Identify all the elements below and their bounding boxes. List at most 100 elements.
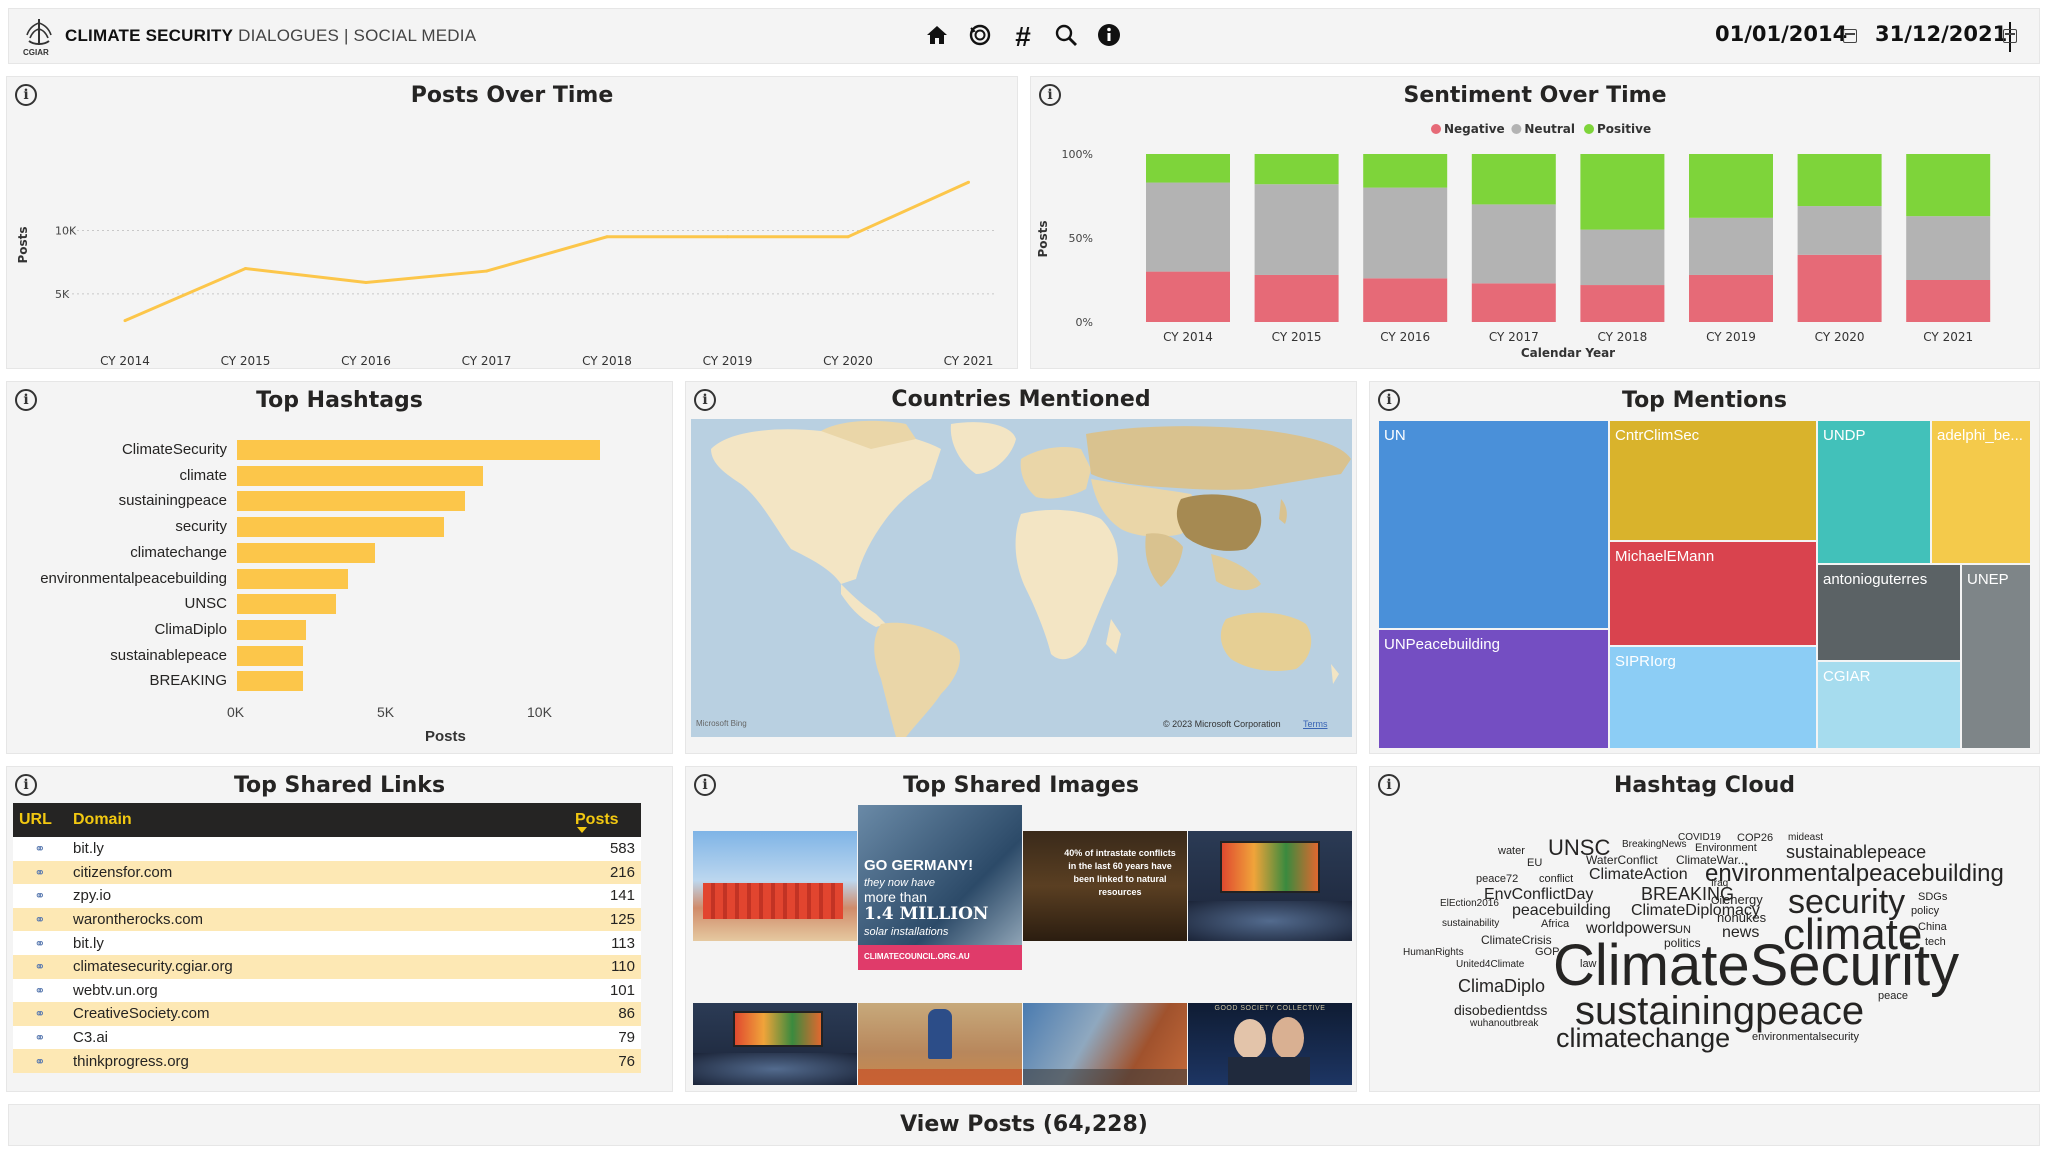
cloud-word[interactable]: UN xyxy=(1675,924,1691,936)
hashtag-bar[interactable] xyxy=(237,517,444,538)
url-cell[interactable]: ⚭ xyxy=(13,837,67,861)
treemap-cell-adelphi[interactable]: adelphi_be... xyxy=(1932,421,2030,563)
treemap-cell-sipriorg[interactable]: SIPRIorg xyxy=(1610,647,1816,748)
search-icon[interactable] xyxy=(1052,23,1080,51)
cloud-word[interactable]: Africa xyxy=(1541,918,1570,930)
hashtag-bar[interactable] xyxy=(237,645,303,666)
shared-image-team-photo[interactable] xyxy=(693,831,857,941)
cloud-word[interactable]: peace xyxy=(1878,990,1908,1002)
link-icon[interactable]: ⚭ xyxy=(34,1053,46,1069)
cloud-word[interactable]: UNSC xyxy=(1548,835,1611,860)
cloud-word[interactable]: WaterConflict xyxy=(1586,853,1658,867)
end-calendar-icon[interactable] xyxy=(2003,29,2017,43)
cloud-word[interactable]: peacebuilding xyxy=(1512,902,1611,919)
link-icon[interactable]: ⚭ xyxy=(34,841,46,857)
hashtag-bar[interactable] xyxy=(237,491,465,512)
world-map[interactable]: Microsoft Bing © 2023 Microsoft Corporat… xyxy=(691,419,1352,737)
home-icon[interactable] xyxy=(923,23,951,51)
cloud-word[interactable]: GOP xyxy=(1535,946,1560,958)
cloud-word[interactable]: China xyxy=(1918,921,1947,933)
cloud-word[interactable]: security xyxy=(1788,883,1906,921)
link-icon[interactable]: ⚭ xyxy=(34,1030,46,1046)
info-icon[interactable]: i xyxy=(15,774,37,796)
hashtag-icon[interactable]: # xyxy=(1015,21,1031,52)
info-icon[interactable] xyxy=(1095,23,1123,51)
end-date-input[interactable]: 31/12/2021 xyxy=(1875,22,2012,52)
cloud-word[interactable]: BREAKING xyxy=(1641,884,1735,904)
cloud-word[interactable]: ElEction2016 xyxy=(1440,898,1499,909)
url-cell[interactable]: ⚭ xyxy=(13,907,67,932)
cloud-word[interactable]: COVID19 xyxy=(1678,832,1721,843)
column-header-domain[interactable]: Domain xyxy=(67,803,569,837)
info-icon[interactable]: i xyxy=(15,84,37,106)
cloud-word[interactable]: sustainablepeace xyxy=(1786,842,1927,862)
treemap-cell-undp[interactable]: UNDP xyxy=(1818,421,1930,563)
info-icon[interactable]: i xyxy=(694,389,716,411)
info-icon[interactable]: i xyxy=(15,389,37,411)
hashtag-bar[interactable] xyxy=(237,568,348,589)
info-icon[interactable]: i xyxy=(694,774,716,796)
treemap-cell-unpeacebuilding[interactable]: UNPeacebuilding xyxy=(1379,630,1608,748)
hashtag-bar[interactable] xyxy=(237,671,303,692)
cloud-word[interactable]: ClimateDiplomacy xyxy=(1631,902,1760,919)
info-icon[interactable]: i xyxy=(1378,774,1400,796)
cloud-word[interactable]: law xyxy=(1580,958,1597,970)
table-row[interactable]: ⚭ bit.ly 113 xyxy=(13,931,641,955)
cloud-word[interactable]: disobedientdss xyxy=(1454,1002,1548,1018)
cloud-word[interactable]: HumanRights xyxy=(1403,947,1464,958)
url-cell[interactable]: ⚭ xyxy=(13,954,67,979)
treemap-cell-cntrclimsec[interactable]: CntrClimSec xyxy=(1610,421,1816,540)
treemap-cell-unep[interactable]: UNEP xyxy=(1962,565,2030,748)
column-header-url[interactable]: URL xyxy=(13,803,67,837)
cloud-word[interactable]: worldpowers xyxy=(1586,920,1676,937)
hashtag-bar[interactable] xyxy=(237,594,336,615)
shared-image-desert-workers[interactable] xyxy=(858,1003,1022,1085)
treemap-cell-un[interactable]: UN xyxy=(1379,421,1608,628)
shared-image-security-council-1[interactable] xyxy=(1188,831,1352,941)
link-icon[interactable]: ⚭ xyxy=(34,982,46,998)
table-row[interactable]: ⚭ bit.ly 583 xyxy=(13,837,641,861)
link-icon[interactable]: ⚭ xyxy=(34,888,46,904)
cloud-word[interactable]: energy xyxy=(1723,892,1763,907)
treemap-cell-cgiar[interactable]: CGIAR xyxy=(1818,662,1960,748)
cloud-word[interactable]: politics xyxy=(1664,936,1701,950)
link-icon[interactable]: ⚭ xyxy=(34,959,46,975)
cloud-word[interactable]: environmentalsecurity xyxy=(1752,1031,1859,1043)
table-row[interactable]: ⚭ thinkprogress.org 76 xyxy=(13,1049,641,1073)
link-icon[interactable]: ⚭ xyxy=(34,864,46,880)
cloud-word[interactable]: wuhanoutbreak xyxy=(1470,1018,1539,1029)
shared-image-go-germany[interactable]: GO GERMANY! they now have more than 1.4 … xyxy=(858,805,1022,970)
table-row[interactable]: ⚭ warontherocks.com 125 xyxy=(13,907,641,932)
url-cell[interactable]: ⚭ xyxy=(13,1049,67,1073)
start-calendar-icon[interactable] xyxy=(1843,29,1857,43)
cloud-word[interactable]: ClimaDiplo xyxy=(1458,976,1546,996)
cloud-word[interactable]: United4Climate xyxy=(1456,959,1525,970)
cloud-word[interactable]: sustainingpeace xyxy=(1575,989,1865,1033)
link-icon[interactable]: ⚭ xyxy=(34,935,46,951)
url-cell[interactable]: ⚭ xyxy=(13,860,67,885)
table-row[interactable]: ⚭ C3.ai 79 xyxy=(13,1025,641,1050)
cloud-word[interactable]: climatechange xyxy=(1556,1023,1731,1053)
link-icon[interactable]: ⚭ xyxy=(34,1006,46,1022)
hashtag-bar[interactable] xyxy=(237,440,600,460)
url-cell[interactable]: ⚭ xyxy=(13,978,67,1003)
cloud-word[interactable]: tech xyxy=(1925,936,1946,948)
hashtag-bar[interactable] xyxy=(237,465,483,486)
cloud-word[interactable]: EU xyxy=(1527,857,1543,869)
hashtag-bar[interactable] xyxy=(237,619,306,640)
cloud-word[interactable]: ClimateCrisis xyxy=(1481,933,1552,947)
table-row[interactable]: ⚭ zpy.io 141 xyxy=(13,884,641,908)
shared-image-planting[interactable] xyxy=(1023,1003,1187,1085)
table-row[interactable]: ⚭ webtv.un.org 101 xyxy=(13,978,641,1003)
cloud-word[interactable]: sustainability xyxy=(1442,918,1500,929)
cloud-word[interactable]: news xyxy=(1722,924,1760,941)
url-cell[interactable]: ⚭ xyxy=(13,884,67,908)
treemap-cell-michaelemann[interactable]: MichaelEMann xyxy=(1610,542,1816,645)
treemap-cell-antonioguterres[interactable]: antonioguterres xyxy=(1818,565,1960,660)
info-icon[interactable]: i xyxy=(1378,389,1400,411)
cloud-word[interactable]: ClimateAction xyxy=(1589,866,1688,883)
hashtag-bar[interactable] xyxy=(237,542,375,563)
cloud-word[interactable]: SDGs xyxy=(1918,891,1948,903)
url-cell[interactable]: ⚭ xyxy=(13,931,67,955)
url-cell[interactable]: ⚭ xyxy=(13,1002,67,1026)
